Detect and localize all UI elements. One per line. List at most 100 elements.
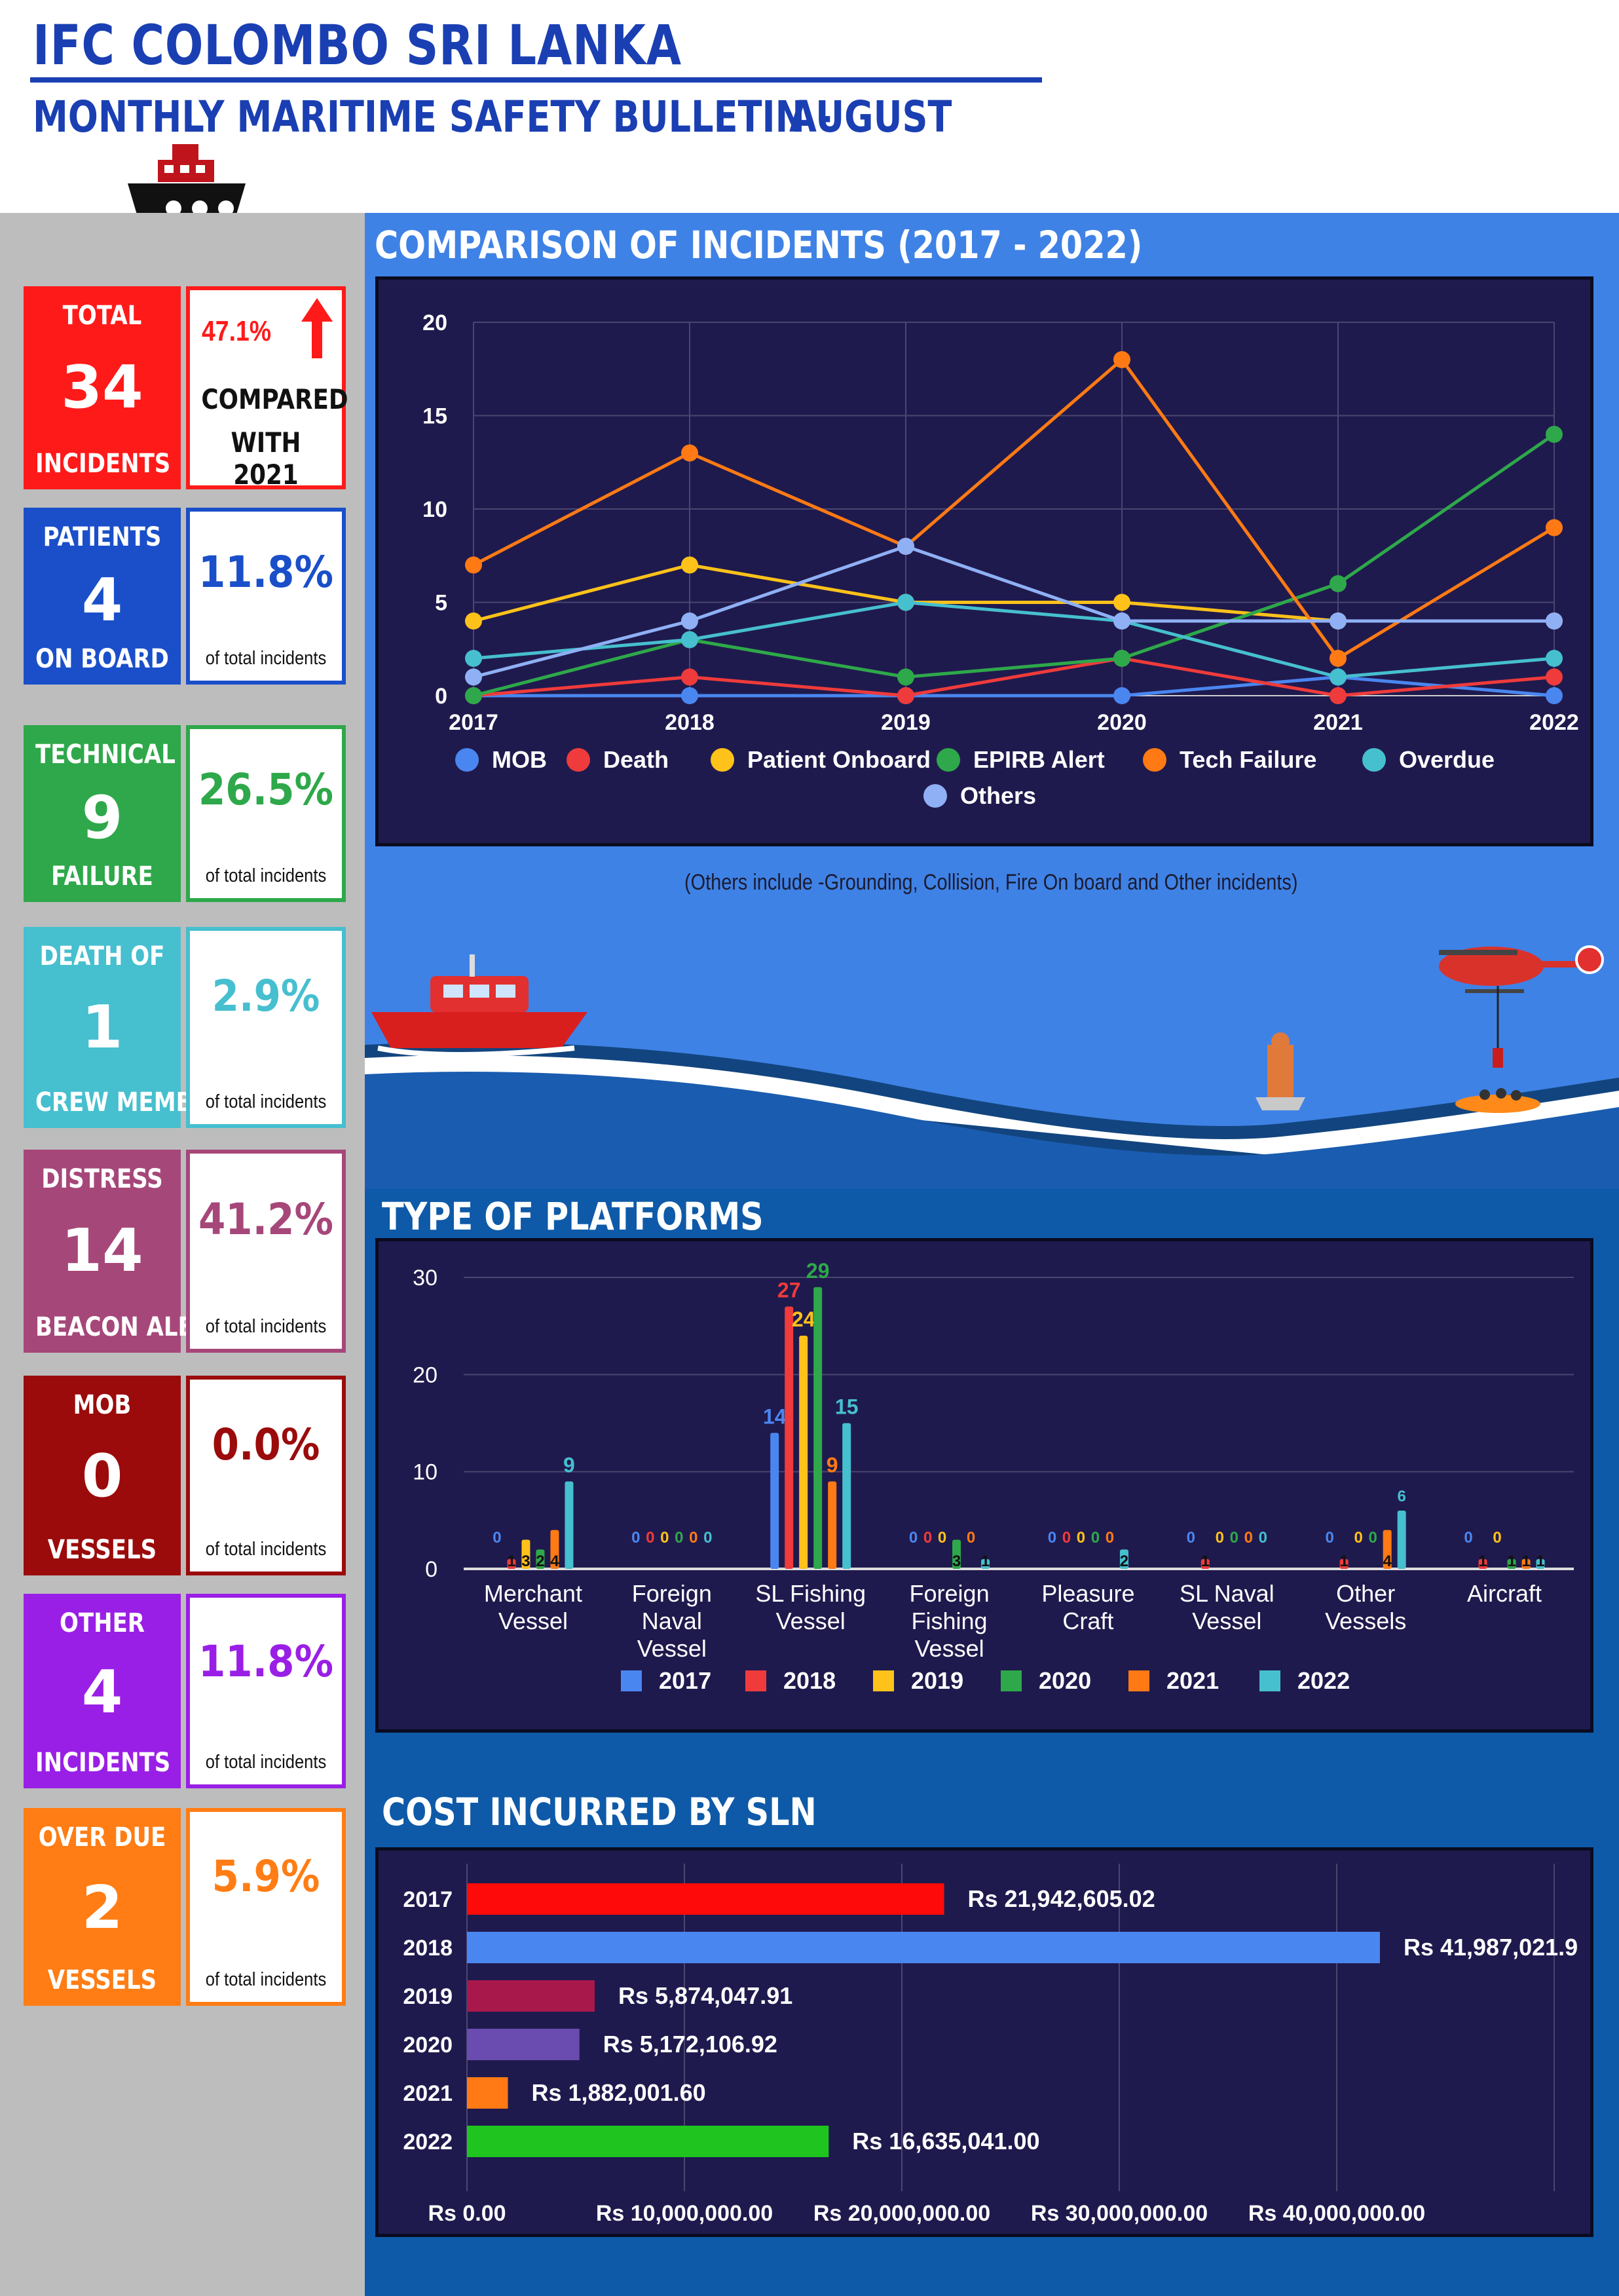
data-label: 0	[1369, 1529, 1377, 1547]
data-point	[1546, 668, 1563, 686]
x-tick-label: Foreign	[910, 1580, 990, 1607]
stat-card-1-label: PATIENTS 4 ON BOARD	[24, 508, 181, 685]
stat-percent: 5.9%	[212, 1851, 320, 1902]
bar-2019	[799, 1336, 808, 1569]
legend-marker	[1001, 1670, 1022, 1691]
stat-title: TOTAL	[62, 301, 142, 331]
data-label: 0	[675, 1529, 683, 1547]
data-label: Rs 16,635,041.00	[852, 2128, 1039, 2155]
stat-card-5-label: MOB 0 VESSELS	[24, 1376, 181, 1575]
sea-wave-foam	[365, 1055, 1619, 1157]
page-title: IFC COLOMBO SRI LANKA	[33, 13, 682, 77]
stat-title: PATIENTS	[43, 522, 162, 552]
y-tick-label: 0	[425, 1557, 437, 1582]
x-tick-label: Vessel	[637, 1635, 707, 1662]
stat-value: 14	[61, 1216, 143, 1286]
x-tick-label: Merchant	[484, 1580, 582, 1607]
stat-percent: 0.0%	[212, 1420, 320, 1470]
stat-card-4-label: DISTRESS 14 BEACON ALERT	[24, 1150, 225, 1353]
up-arrow-icon	[301, 298, 333, 358]
data-label: Rs 21,942,605.02	[967, 1885, 1155, 1912]
data-point	[681, 687, 698, 704]
cost-bar-2019	[467, 1980, 595, 2012]
data-label: 0	[1354, 1529, 1363, 1547]
data-label: 1	[507, 1553, 515, 1570]
stat-title: DEATH OF	[39, 941, 165, 971]
data-label: 0	[967, 1529, 975, 1547]
x-tick-label: Other	[1336, 1580, 1395, 1607]
data-label: 29	[806, 1259, 830, 1283]
bar-2017	[770, 1433, 779, 1569]
stat-percent-caption: of total incidents	[205, 1969, 327, 1990]
bar-2022	[1397, 1511, 1406, 1569]
stat-card-6-percent: 11.8% of total incidents	[186, 1594, 346, 1788]
stat-percent-caption: of total incidents	[205, 1539, 327, 1560]
stat-value: 1	[81, 993, 123, 1063]
data-label: 3	[521, 1553, 530, 1570]
stat-card-3-label: DEATH OF 1 CREW MEMBER	[24, 927, 225, 1128]
data-label: 0	[703, 1529, 712, 1547]
x-tick-label: Aircraft	[1467, 1580, 1542, 1607]
stat-percent: 47.1%	[202, 315, 272, 347]
legend-marker	[1362, 748, 1386, 772]
data-label: 1	[1521, 1553, 1530, 1570]
bar-2022	[842, 1423, 851, 1569]
data-label: 9	[563, 1454, 575, 1477]
x-tick-label: Foreign	[632, 1580, 712, 1607]
y-tick-label: 2018	[403, 1936, 453, 1961]
stat-title: OTHER	[60, 1608, 145, 1638]
data-label: 0	[1259, 1529, 1267, 1547]
y-tick-label: 30	[413, 1266, 437, 1290]
legend-label: 2022	[1297, 1667, 1350, 1694]
bar-2020	[536, 1549, 545, 1569]
x-tick-label: Craft	[1062, 1608, 1113, 1634]
stat-percent-caption: of total incidents	[205, 1316, 327, 1337]
data-label: 0	[1048, 1529, 1056, 1547]
platforms-chart-panel: 0 10 20 30 Merchant Vessel 0 1 3 2 4 9 Foreign Naval V…	[375, 1238, 1593, 1733]
stat-value: 4	[81, 566, 123, 635]
stat-card-5-percent: 0.0% of total incidents	[186, 1376, 346, 1575]
data-point	[1546, 519, 1563, 536]
data-label: Rs 1,882,001.60	[531, 2079, 705, 2106]
data-point	[1113, 650, 1130, 667]
legend-label: Death	[603, 746, 669, 773]
x-tick-label: 2022	[1529, 710, 1579, 735]
data-point	[897, 538, 914, 555]
stat-compare-2: WITH 2021	[231, 426, 301, 491]
data-point	[897, 593, 914, 611]
data-label: 0	[923, 1529, 932, 1547]
series-line-mob	[474, 675, 1555, 698]
stat-caption: VESSELS	[47, 1965, 157, 1995]
data-label: 27	[777, 1279, 801, 1302]
data-point	[465, 687, 482, 704]
data-label: 0	[646, 1529, 654, 1547]
series-line-others	[473, 544, 1554, 679]
data-label: 0	[1106, 1529, 1114, 1547]
series-line-death	[473, 656, 1555, 698]
stat-card-1-percent: 11.8% of total incidents	[186, 508, 346, 685]
x-tick-label: Vessel	[776, 1608, 846, 1634]
stat-card-0-percent: 47.1% COMPARED WITH 2021	[186, 286, 348, 491]
buoy-icon	[1256, 1032, 1305, 1110]
cost-bar-2021	[467, 2077, 508, 2109]
stat-percent-caption: of total incidents	[205, 1752, 327, 1773]
x-tick-label: Vessel	[1192, 1608, 1261, 1634]
bar-2021	[1383, 1530, 1392, 1569]
platforms-chart-title: TYPE OF PLATFORMS	[382, 1194, 764, 1239]
x-tick-label: Rs 10,000,000.00	[596, 2201, 773, 2226]
data-point	[681, 444, 698, 462]
data-label: 0	[631, 1529, 640, 1547]
bar-2022	[1536, 1559, 1545, 1569]
data-label: 0	[1244, 1529, 1253, 1547]
stat-percent: 26.5%	[198, 764, 334, 815]
data-label: 1	[1201, 1553, 1210, 1570]
data-label: 4	[550, 1553, 559, 1570]
data-label: Rs 5,172,106.92	[603, 2031, 777, 2058]
legend-marker	[621, 1670, 642, 1691]
x-tick-label: Vessels	[1325, 1608, 1406, 1634]
legend-marker	[455, 748, 479, 772]
stat-caption: FAILURE	[51, 861, 153, 892]
stat-caption: INCIDENTS	[35, 1748, 171, 1778]
data-point	[1113, 687, 1130, 704]
